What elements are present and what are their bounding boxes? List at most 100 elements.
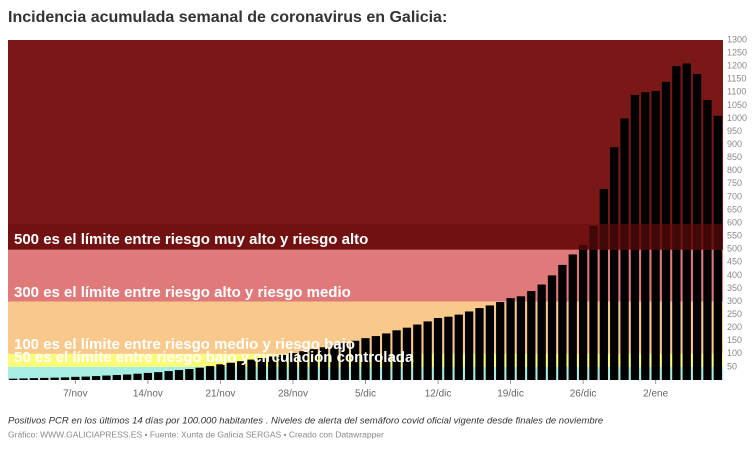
bar [340,343,349,380]
bar [610,147,619,380]
bar [672,66,681,381]
bar [29,378,39,380]
bar [112,375,121,380]
bar [154,372,163,380]
y-tick-label: 650 [727,204,742,214]
bar [568,254,577,380]
chart-title: Incidencia acumulada semanal de coronavi… [8,9,447,26]
bar [174,370,184,380]
bar [547,275,557,380]
bar [382,333,391,380]
band-label: 100 es el límite entre riesgo medio y ri… [14,336,355,353]
y-tick-label: 800 [727,165,742,175]
x-tick-label: 28/nov [278,389,308,400]
band-label: 50 es el límite entre riesgo bajo y circ… [14,349,414,366]
bar [454,314,463,380]
y-tick-label: 1000 [727,113,747,123]
bar [19,378,28,380]
bar [423,321,432,380]
bar [102,375,111,380]
bar [464,311,474,380]
bar [682,63,691,381]
y-tick-label: 1050 [727,100,747,110]
y-tick-label: 950 [727,126,742,136]
x-tick-label: 7/nov [63,389,87,400]
bar [350,340,360,380]
bar [278,354,287,380]
note: Positivos PCR en los últimos 14 días por… [8,416,603,427]
bar [205,366,215,380]
x-tick-label: 2/ene [643,389,668,400]
x-tick-label: 12/dic [425,389,452,400]
label-bg [8,224,723,250]
bar [485,305,494,380]
x-tick-label: 14/nov [133,389,163,400]
y-tick-label: 750 [727,178,742,188]
bar [475,308,484,380]
bar [268,356,277,380]
bar [81,376,90,380]
y-tick-label: 1100 [727,87,746,97]
bar [319,347,329,380]
band-label: 500 es el límite entre riesgo muy alto y… [14,231,368,248]
bar [226,362,235,380]
bar [185,369,194,380]
y-tick-label: 850 [727,152,742,162]
bar [299,351,308,380]
x-tick-label: 19/dic [497,389,524,400]
credit: Gráfico: WWW.GALICIAPRESS.ES • Fuente: X… [8,429,384,439]
y-tick-label: 350 [727,283,742,293]
y-tick-label: 150 [727,335,742,345]
y-tick-label: 400 [727,270,742,280]
bar [9,378,18,380]
y-tick-label: 1150 [727,74,746,84]
bar [288,353,298,380]
bar [257,358,267,380]
bar [506,298,515,380]
bar [496,302,505,380]
bar [143,372,153,380]
bar [123,374,132,380]
bar [589,225,598,380]
y-tick-label: 100 [727,348,742,358]
bar [195,367,204,380]
y-tick-label: 900 [727,139,742,149]
bar [330,345,339,380]
bar [578,245,588,380]
y-tick-label: 700 [727,191,742,201]
bar [537,284,546,380]
x-tick-label: 5/dic [355,389,376,400]
bar [413,324,422,380]
y-tick-label: 1250 [727,47,747,57]
bar [133,373,142,380]
y-tick-label: 500 [727,244,742,254]
bar [371,336,381,380]
y-tick-label: 450 [727,257,742,267]
y-tick-label: 200 [727,322,742,332]
bar [599,189,608,380]
y-tick-label: 50 [727,361,737,371]
bar [247,359,256,380]
bar [40,377,49,380]
y-tick-label: 600 [727,217,742,227]
band-label: 300 es el límite entre riesgo alto y rie… [14,284,351,301]
y-tick-label: 250 [727,309,742,319]
bar [361,338,370,380]
x-tick-label: 21/nov [205,389,235,400]
bar [164,371,173,380]
bar [71,376,80,380]
bar [60,377,70,380]
bar [216,364,225,380]
x-tick-label: 26/dic [570,389,597,400]
y-tick-label: 300 [727,296,742,306]
bar [558,264,567,380]
bar [527,291,536,380]
y-tick-label: 1200 [727,61,747,71]
bar [402,327,412,380]
bar [516,296,526,380]
y-tick-label: 1300 [727,34,747,44]
bar [237,361,246,380]
bar [444,316,453,380]
y-tick-label: 550 [727,231,742,241]
